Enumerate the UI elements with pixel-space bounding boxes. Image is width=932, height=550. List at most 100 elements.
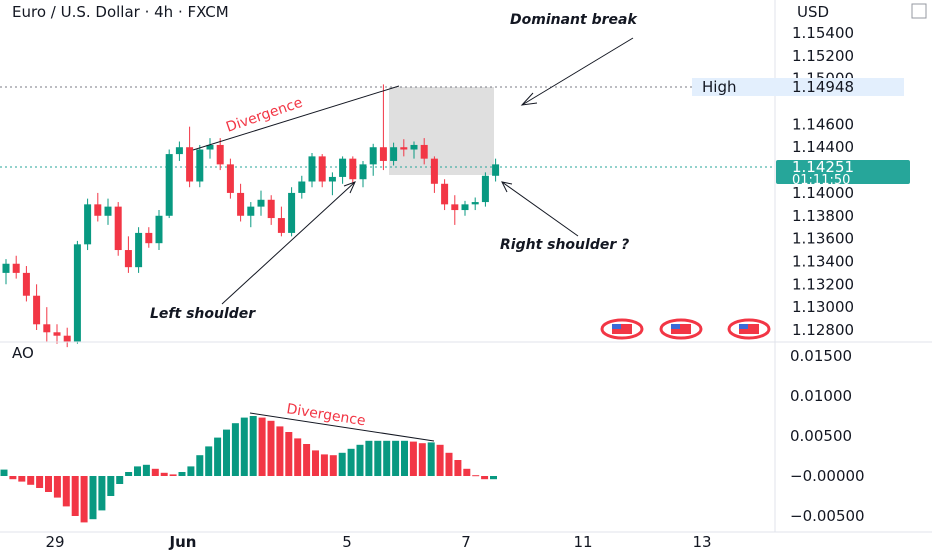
high-value: 1.14948 [792,78,854,96]
ao-axis[interactable]: 0.01500 0.01000 0.00500 −0.00000 −0.00500 [790,347,865,525]
candle-body [155,215,163,244]
ao-bar [169,474,177,476]
candle [94,192,102,222]
candle-body [73,244,81,342]
flag-icon[interactable] [727,318,771,340]
candle-body [390,147,398,161]
ao-bar [178,472,186,476]
high-label-box [692,78,904,96]
ao-bar [196,455,204,476]
ao-bar [223,429,230,476]
ao-tick-label: 0.00500 [790,427,852,445]
divergence-line-ao[interactable] [249,412,435,442]
ao-bar [9,476,17,480]
candle [165,149,173,219]
candle [349,156,357,184]
price-tick-label: 1.14000 [792,184,854,202]
candle [369,143,377,176]
candle [308,152,316,188]
ao-bar [481,476,489,480]
price-tick-label: 1.12800 [792,321,854,339]
chart-title: Euro / U.S. Dollar · 4h · FXCM [12,3,229,21]
indicator-name[interactable]: AO [12,344,34,362]
ao-bar [258,417,266,476]
ao-bars [0,416,497,523]
divergence-line-price[interactable] [192,85,400,151]
ao-bar [374,440,382,476]
candle [430,156,438,193]
price-axis[interactable]: 1.154001.152001.150001.146001.144001.140… [792,24,854,339]
candle-body [12,263,20,273]
candle-body [288,192,296,233]
candle [451,195,459,225]
arrowhead-icon [501,181,513,193]
candle-body [430,158,438,184]
candle [73,240,81,344]
candle [390,142,398,166]
candle-body [84,204,92,245]
ao-bar [80,476,88,523]
candle [53,324,61,344]
time-tick-label: 29 [45,533,64,550]
candle [124,236,132,273]
right-shoulder-label: Right shoulder ? [500,237,629,253]
ao-bar [116,476,124,484]
ao-tick-label: −0.00000 [790,467,865,485]
candle-body [33,295,41,325]
dominant-break-arrow[interactable] [521,37,634,106]
ao-bar [18,476,26,482]
candle-body [43,324,51,333]
time-axis[interactable]: 29 Jun 5 7 11 13 [45,533,711,550]
ao-bar [338,452,346,476]
ao-bar [214,437,222,476]
candle [63,327,71,348]
candle-body [441,183,449,205]
candle-body [206,144,214,150]
candle-body [196,149,204,182]
pane-control-icon[interactable] [911,3,927,19]
ao-tick-label: −0.00500 [790,507,865,525]
dominant-break-label: Dominant break [510,12,638,28]
flag-icon[interactable] [659,318,703,340]
price-tick-label: 1.14600 [792,115,854,133]
price-tick-label: 1.13600 [792,230,854,248]
candle [328,172,336,196]
ao-bar [490,476,497,480]
ao-bar [454,460,462,476]
candle [226,158,234,199]
currency-label[interactable]: USD [797,3,829,21]
ao-bar [409,441,417,476]
candle-body [22,272,30,296]
candle-body [359,164,367,180]
ao-bar [231,423,239,476]
candle [339,156,347,184]
ao-bar [53,476,61,498]
candle-body [349,158,357,180]
ao-bar [329,455,337,476]
candle [22,266,30,302]
candle [277,206,285,237]
candle-body [471,202,479,205]
ao-bar [98,476,106,511]
ao-bar [0,469,8,476]
candle [481,172,489,207]
ao-bar [472,475,480,477]
ao-bar [392,440,400,476]
candle-body [226,164,234,193]
candle [247,202,255,228]
high-label: High [702,78,736,96]
candle-body [277,218,285,233]
price-tick-label: 1.14400 [792,138,854,156]
ao-bar [205,446,213,476]
price-tick-label: 1.15200 [792,47,854,65]
candle [237,183,245,222]
candle [420,138,428,165]
right-shoulder-arrow[interactable] [501,181,579,237]
candle-body [237,192,245,216]
left-shoulder-arrow[interactable] [221,181,356,305]
flag-icon[interactable] [600,318,644,340]
candle [12,255,20,279]
candle [206,138,214,159]
time-tick-label: 7 [461,533,471,550]
